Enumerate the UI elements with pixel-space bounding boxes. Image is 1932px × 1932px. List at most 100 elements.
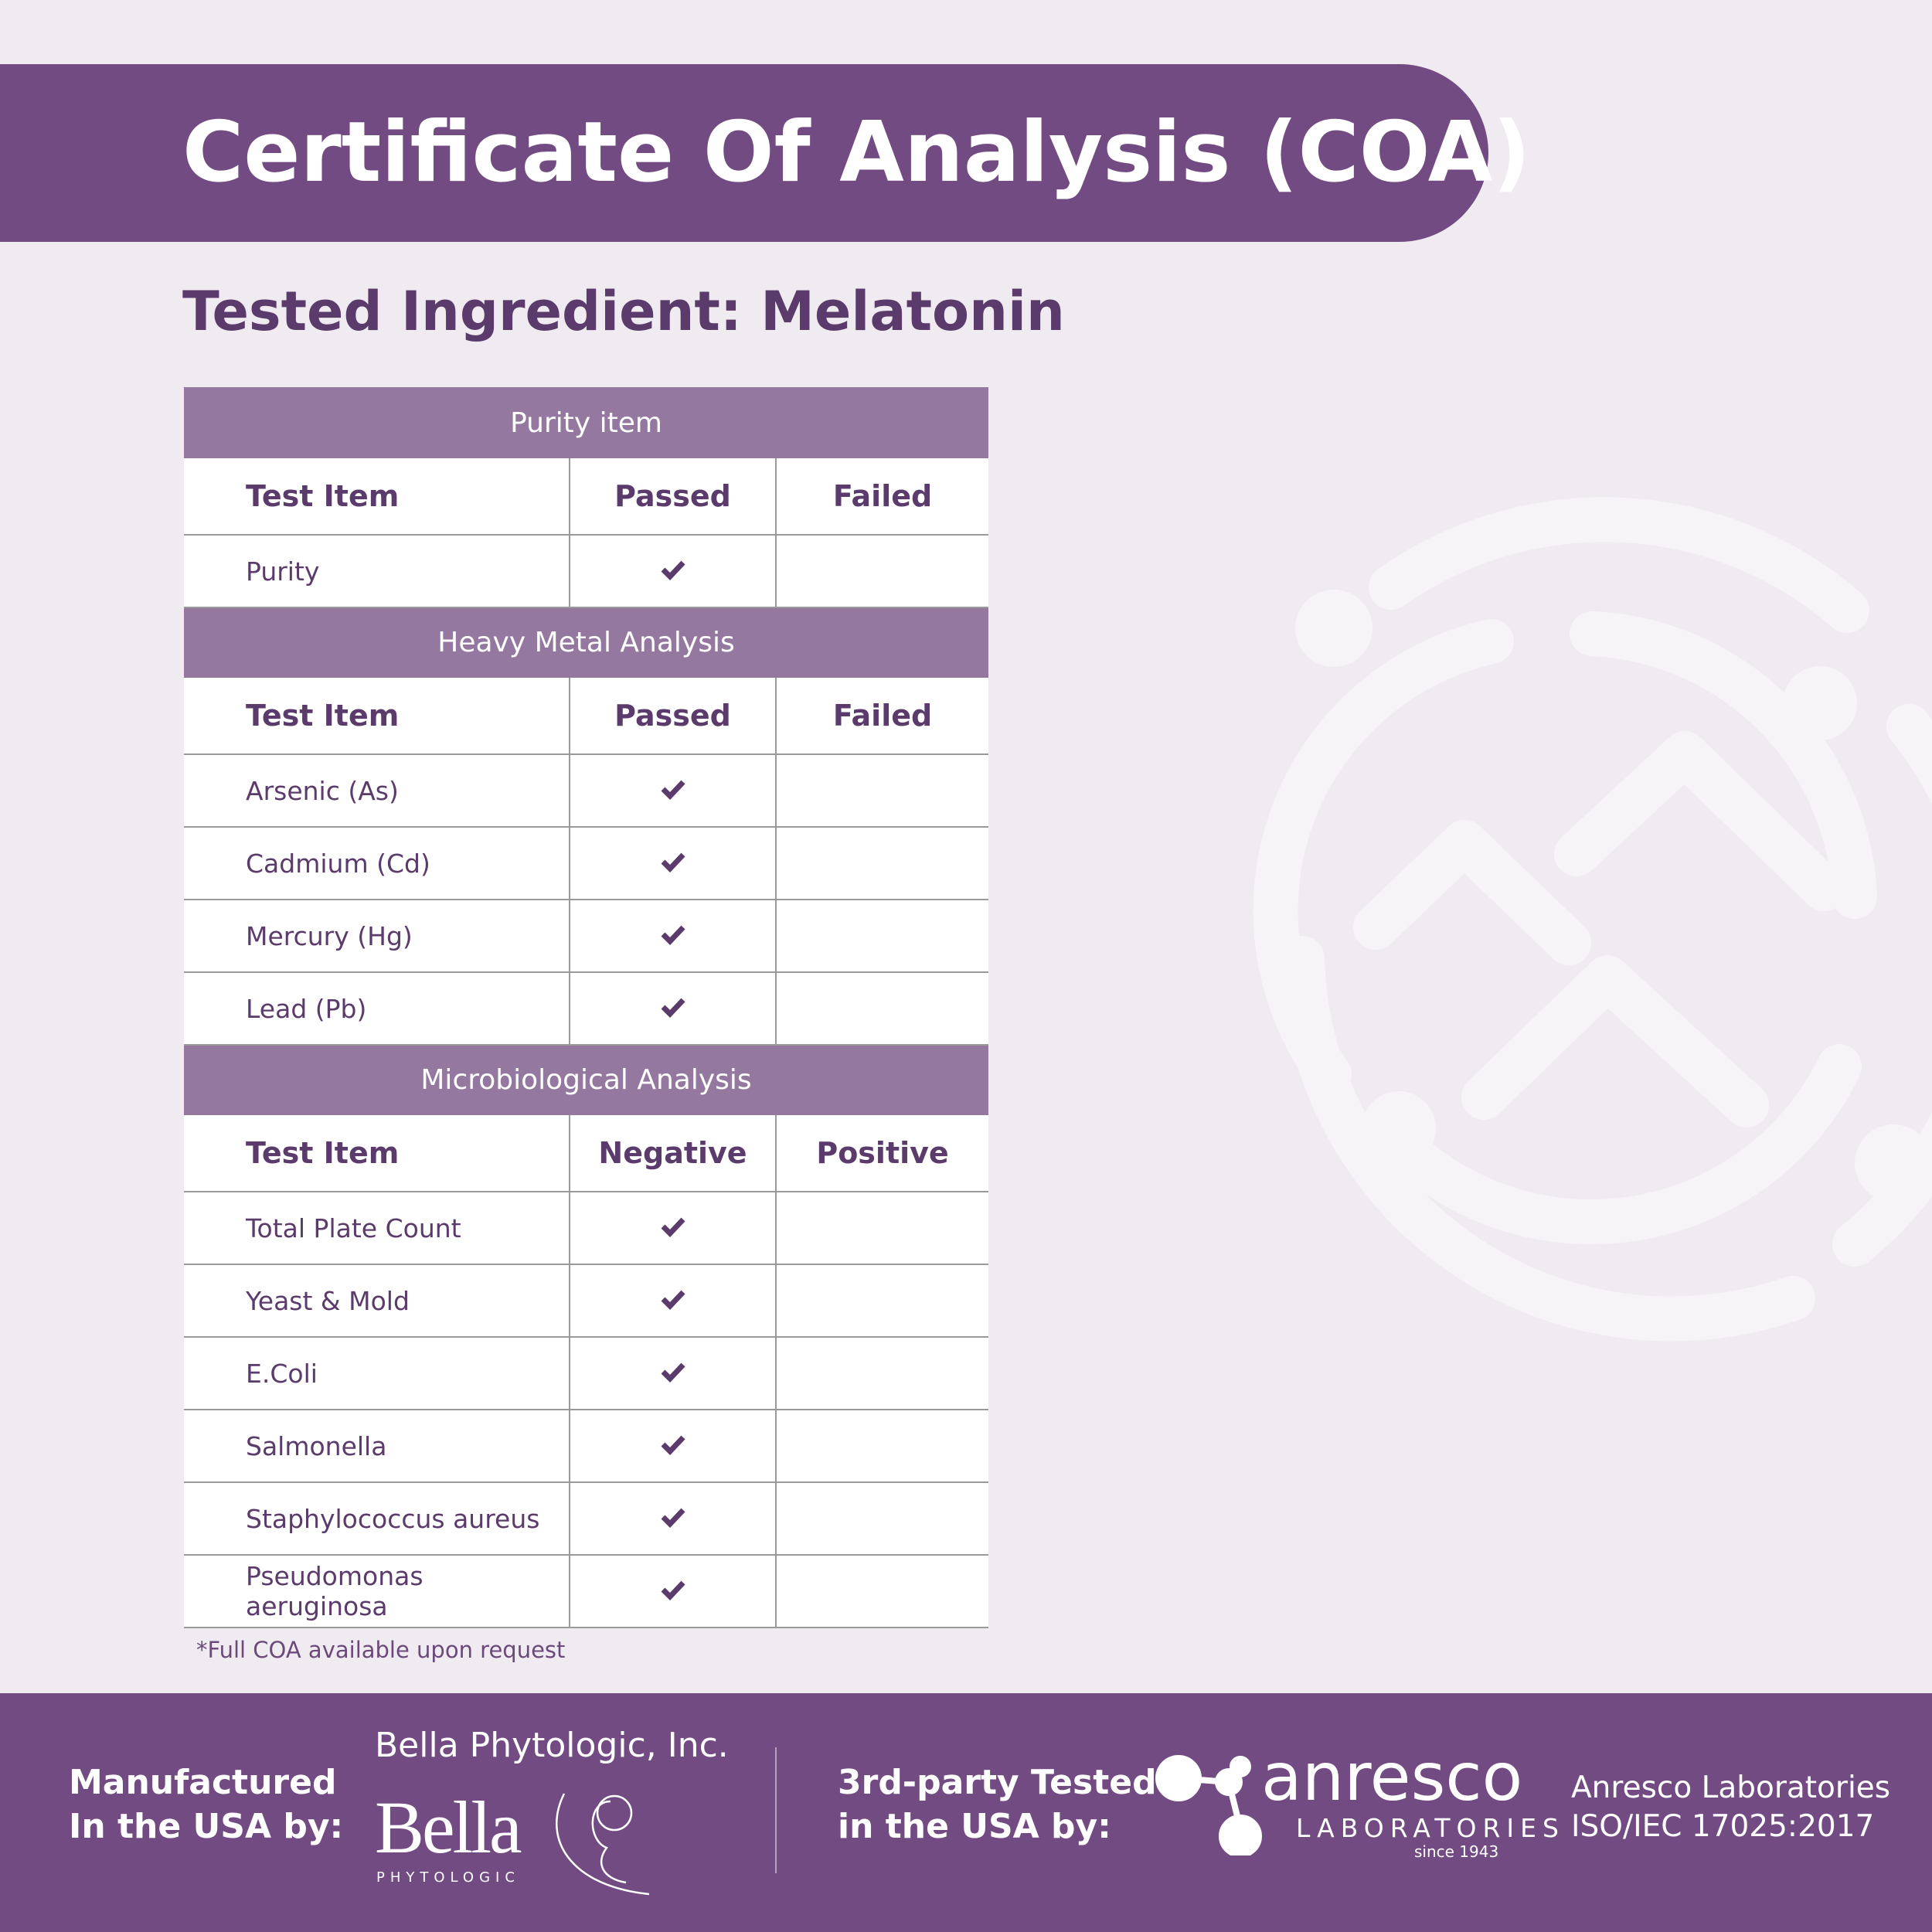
result-cell xyxy=(569,1264,777,1338)
test-item: E.Coli xyxy=(184,1336,570,1410)
test-item: Salmonella xyxy=(184,1409,570,1483)
tester-accreditation: ISO/IEC 17025:2017 xyxy=(1571,1809,1875,1844)
coa-table: Purity item Test Item Passed Failed Purity He… xyxy=(184,387,989,1628)
result-cell xyxy=(569,899,777,973)
result-cell xyxy=(774,1481,989,1556)
result-cell xyxy=(569,1409,777,1483)
tester-logo: anresco xyxy=(1261,1739,1523,1816)
section-title: Microbiological Analysis xyxy=(184,1044,989,1115)
check-path xyxy=(661,1435,685,1455)
test-row: Yeast & Mold xyxy=(184,1264,989,1338)
result-cell xyxy=(569,1554,777,1628)
footer: Manufactured In the USA by: Bella Phytol… xyxy=(0,1693,1932,1932)
column-header: Test Item xyxy=(184,676,570,755)
check-icon xyxy=(661,852,685,872)
test-item: Mercury (Hg) xyxy=(184,899,570,973)
check-icon xyxy=(661,1508,685,1528)
result-cell xyxy=(774,1264,989,1338)
check-icon xyxy=(661,1290,685,1310)
result-cell xyxy=(774,899,989,973)
test-item: Total Plate Count xyxy=(184,1191,570,1265)
check-icon xyxy=(661,780,685,800)
label-line: 3rd-party Tested xyxy=(838,1763,1157,1802)
result-cell xyxy=(774,1409,989,1483)
result-cell xyxy=(774,534,989,608)
check-path xyxy=(661,560,685,580)
section-row: Microbiological Analysis xyxy=(184,1044,989,1115)
column-header-row: Test Item Negative Positive xyxy=(184,1114,989,1192)
label-line: In the USA by: xyxy=(69,1807,344,1846)
result-cell xyxy=(569,1481,777,1556)
footnote: *Full COA available upon request xyxy=(196,1637,566,1663)
column-header: Failed xyxy=(774,457,989,536)
result-cell xyxy=(774,1336,989,1410)
column-header-row: Test Item Passed Failed xyxy=(184,676,989,755)
check-path xyxy=(661,780,685,800)
label-line: in the USA by: xyxy=(838,1807,1111,1846)
divider xyxy=(775,1747,777,1873)
manufacturer-company: Bella Phytologic, Inc. xyxy=(375,1726,729,1765)
result-cell xyxy=(569,826,777,900)
manufacturer-logo: Bella xyxy=(375,1786,522,1869)
check-icon xyxy=(661,560,685,580)
test-item: Lead (Pb) xyxy=(184,971,570,1046)
result-cell xyxy=(774,1554,989,1628)
test-row: Total Plate Count xyxy=(184,1191,989,1265)
column-header: Test Item xyxy=(184,457,570,536)
check-path xyxy=(661,1508,685,1528)
check-path xyxy=(661,998,685,1018)
check-path xyxy=(661,925,685,945)
test-item: Arsenic (As) xyxy=(184,753,570,828)
check-icon xyxy=(661,925,685,945)
test-row: Salmonella xyxy=(184,1409,989,1483)
manufacturer-label: Manufactured In the USA by: xyxy=(69,1760,343,1849)
result-cell xyxy=(774,971,989,1046)
header-bar xyxy=(0,64,1488,242)
column-header: Passed xyxy=(569,676,777,755)
test-row: Lead (Pb) xyxy=(184,971,989,1046)
check-icon xyxy=(661,1580,685,1600)
check-path xyxy=(661,1362,685,1383)
test-row: Purity xyxy=(184,534,989,608)
tester-label: 3rd-party Tested in the USA by: xyxy=(838,1760,1157,1849)
bella-emblem xyxy=(556,1793,650,1896)
check-icon xyxy=(661,1217,685,1237)
column-header: Passed xyxy=(569,457,777,536)
result-cell xyxy=(569,971,777,1046)
test-row: Mercury (Hg) xyxy=(184,899,989,973)
subtitle: Tested Ingredient: Melatonin xyxy=(182,280,1065,343)
test-item: Staphylococcus aureus xyxy=(184,1481,570,1556)
check-path xyxy=(661,1217,685,1237)
result-cell xyxy=(569,534,777,608)
test-row: Arsenic (As) xyxy=(184,753,989,828)
check-path xyxy=(661,1290,685,1310)
result-cell xyxy=(774,826,989,900)
tester-name: Anresco Laboratories xyxy=(1571,1770,1891,1805)
section-title: Purity item xyxy=(184,387,989,458)
column-header: Negative xyxy=(569,1114,777,1192)
tester-logo-sub: LABORATORIES xyxy=(1296,1813,1565,1843)
test-row: E.Coli xyxy=(184,1336,989,1410)
column-header: Positive xyxy=(774,1114,989,1192)
check-icon xyxy=(661,1362,685,1383)
result-cell xyxy=(774,753,989,828)
section-title: Heavy Metal Analysis xyxy=(184,607,989,678)
result-cell xyxy=(569,1191,777,1265)
column-header-row: Test Item Passed Failed xyxy=(184,457,989,536)
section-row: Heavy Metal Analysis xyxy=(184,607,989,678)
anresco-molecule xyxy=(1155,1755,1262,1855)
tester-since: since 1943 xyxy=(1414,1842,1499,1861)
check-icon xyxy=(661,1435,685,1455)
column-header: Test Item xyxy=(184,1114,570,1192)
test-row: Pseudomonas aeruginosa xyxy=(184,1554,989,1628)
test-item: Cadmium (Cd) xyxy=(184,826,570,900)
label-line: Manufactured xyxy=(69,1763,337,1802)
check-icon xyxy=(661,998,685,1018)
manufacturer-logo-sub: PHYTOLOGIC xyxy=(376,1869,520,1886)
result-cell xyxy=(774,1191,989,1265)
test-row: Staphylococcus aureus xyxy=(184,1481,989,1556)
title: Certificate Of Analysis (COA) xyxy=(182,104,1531,201)
section-row: Purity item xyxy=(184,387,989,458)
result-cell xyxy=(569,753,777,828)
